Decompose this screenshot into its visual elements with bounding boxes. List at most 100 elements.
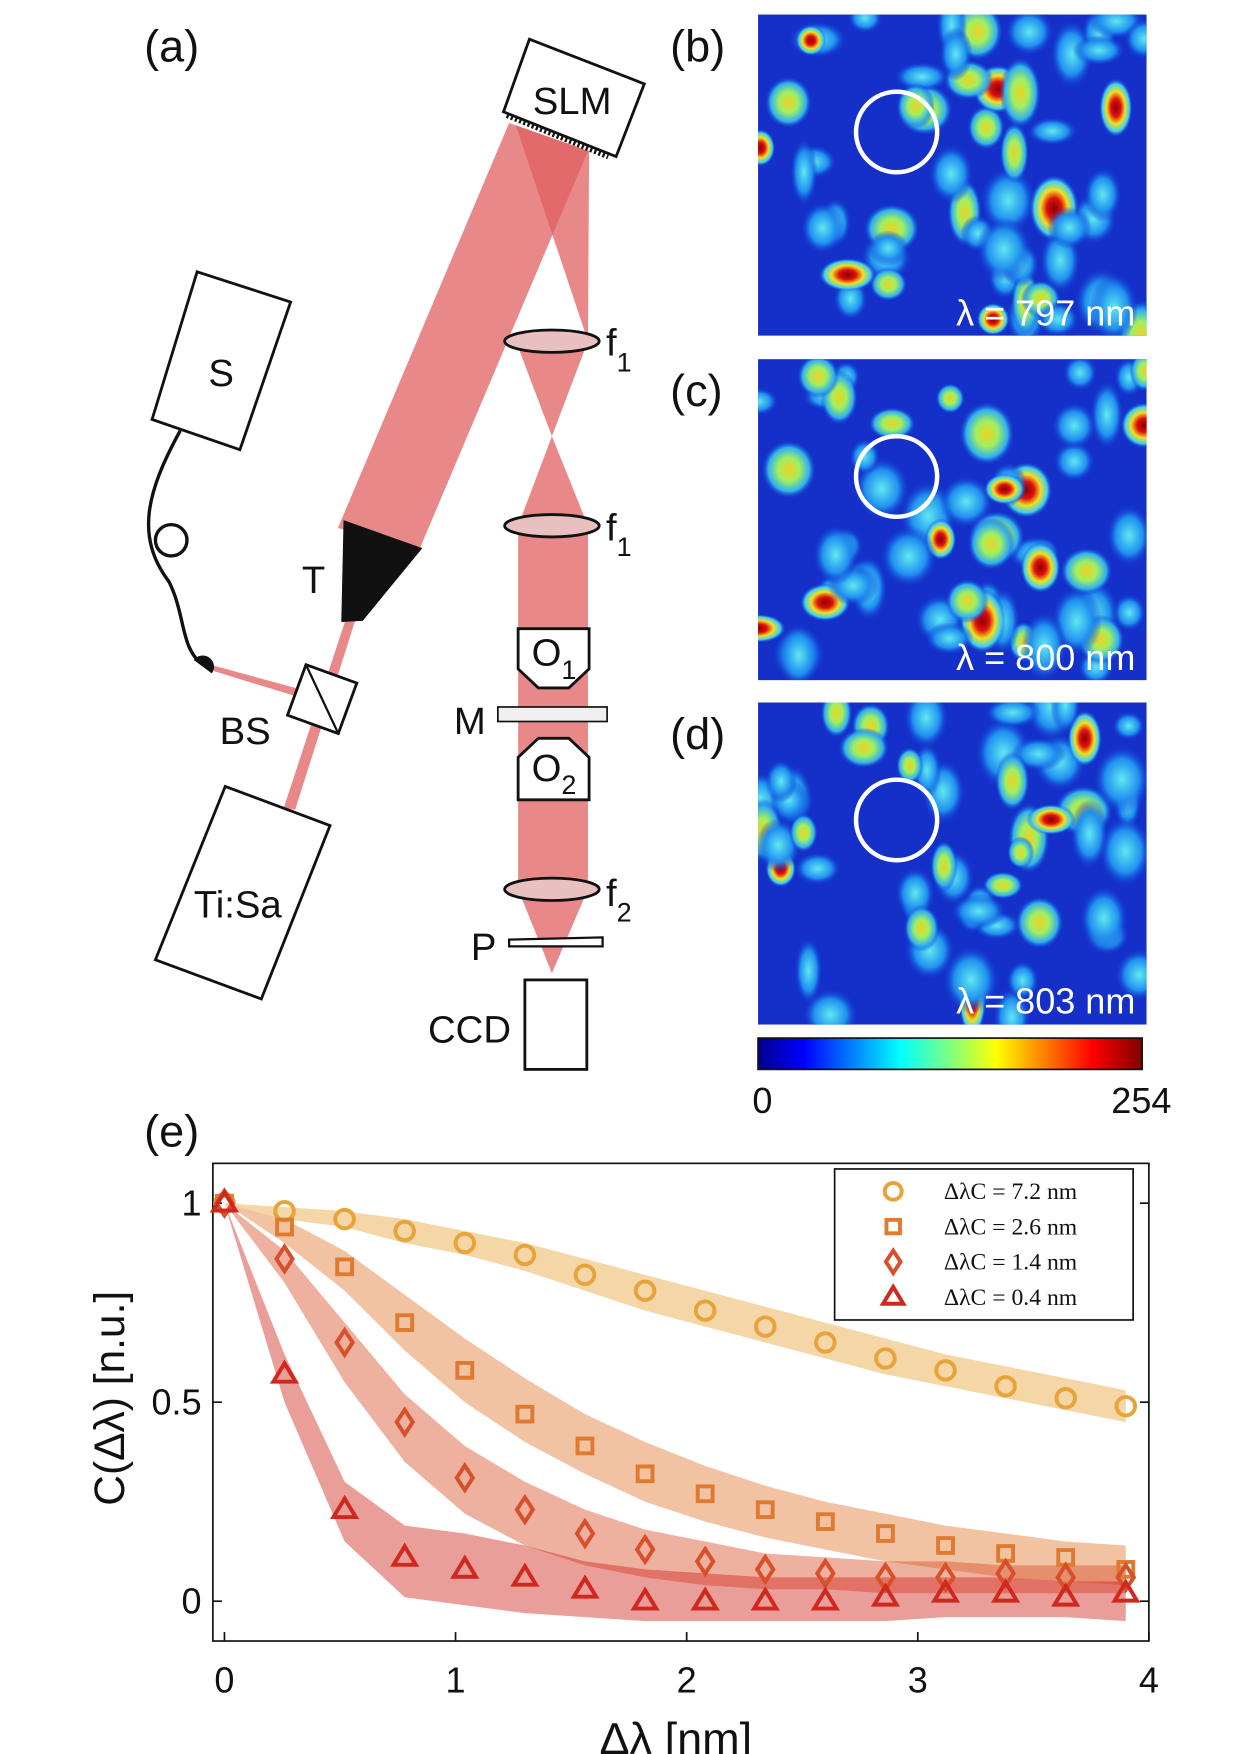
speckle — [802, 988, 858, 1025]
speckle — [1046, 206, 1092, 249]
speckle — [1120, 402, 1147, 449]
speckle — [903, 702, 949, 749]
speckle — [903, 905, 940, 952]
speckle — [1124, 18, 1147, 60]
speckle — [967, 105, 1005, 150]
speckle — [951, 893, 1007, 929]
component-label: f1 — [606, 322, 632, 378]
laser-box — [153, 784, 332, 1001]
marker — [870, 1582, 901, 1607]
x-tick-label: 2 — [677, 1660, 697, 1701]
speckle — [1053, 441, 1095, 482]
marker — [994, 1375, 1017, 1398]
lens — [503, 328, 601, 354]
telescope — [341, 520, 423, 622]
speckle — [1026, 804, 1076, 835]
marker — [329, 1494, 360, 1520]
panel-label: (d) — [670, 709, 725, 760]
panel-label: (e) — [144, 1106, 199, 1157]
x-tick-label: 4 — [1139, 1660, 1159, 1701]
component-label: P — [471, 926, 497, 969]
speckle — [1090, 380, 1124, 450]
marker — [395, 1313, 415, 1332]
beam — [337, 123, 588, 551]
marker — [209, 1188, 240, 1213]
x-tick-label: 0 — [214, 1660, 234, 1701]
chart: (e) Δλ [nm] C(Δλ) [n.u.] 0 1 2 3 4 0 0.5 1 ΔλC =… — [86, 1106, 1159, 1754]
marker — [454, 1461, 476, 1494]
y-tick-label: 0.5 — [152, 1382, 202, 1423]
speckle — [999, 122, 1030, 184]
marker — [693, 1299, 717, 1322]
speckle — [994, 751, 1030, 811]
marker — [815, 1512, 835, 1531]
beam — [209, 664, 302, 699]
component-label: SLM — [533, 80, 612, 123]
colorbar — [757, 1037, 1143, 1071]
speckle-images: (b) (c) (d) λ = 797 nm λ = 800 nm λ = 803 … — [670, 14, 1147, 1025]
speckle — [847, 14, 883, 34]
marker — [274, 1243, 295, 1275]
legend-label: ΔλC = 2.6 nm — [944, 1214, 1077, 1240]
beam — [518, 889, 588, 974]
speckle — [1007, 836, 1035, 869]
speckle — [758, 387, 779, 416]
component-label: CCD — [428, 1009, 511, 1052]
speckle — [967, 517, 1015, 571]
marker — [450, 1554, 480, 1579]
marker — [930, 1578, 961, 1603]
marker — [575, 1436, 595, 1456]
legend-label: ΔλC = 0.4 nm — [944, 1285, 1077, 1311]
setup-diagram: (a) SLM S T BS Ti:Sa M P CCD f1 f1 f2 O1… — [144, 21, 647, 1071]
speckle — [868, 230, 909, 267]
roi-circle — [853, 777, 940, 863]
sample — [497, 706, 608, 723]
marker — [810, 1586, 840, 1611]
marker — [695, 1484, 715, 1504]
speckle — [1036, 301, 1079, 336]
speckle — [1070, 798, 1109, 870]
speckle — [1098, 816, 1147, 887]
speckle — [983, 473, 1026, 505]
marker — [570, 1574, 600, 1599]
slm-pixels — [505, 112, 610, 160]
marker — [935, 1561, 956, 1594]
speckle — [1020, 541, 1061, 594]
speckle — [764, 76, 813, 129]
speckle — [794, 936, 823, 1005]
speckle — [800, 202, 845, 254]
marker — [574, 1517, 596, 1550]
marker — [1115, 1561, 1137, 1594]
speckle-image — [758, 702, 1147, 1025]
colorbar-tick-label: 254 — [1111, 1080, 1171, 1121]
marker — [694, 1545, 716, 1578]
speckle-image — [758, 14, 1147, 336]
legend-label: ΔλC = 7.2 nm — [944, 1179, 1077, 1205]
component-label: M — [454, 700, 486, 743]
speckle — [1051, 402, 1097, 450]
component-label: Ti:Sa — [194, 883, 283, 926]
speckle — [790, 138, 818, 207]
y-tick-label: 0 — [182, 1581, 202, 1622]
component-label: f1 — [606, 506, 632, 562]
speckle — [939, 475, 994, 528]
speckle — [758, 129, 776, 167]
speckle — [1006, 960, 1039, 1001]
marker — [879, 1283, 907, 1306]
marker — [1054, 1387, 1077, 1410]
speckle — [797, 359, 840, 399]
speckle — [1129, 359, 1147, 392]
speckle — [789, 813, 818, 853]
marker — [390, 1542, 420, 1567]
speckle — [938, 26, 973, 81]
speckle — [777, 623, 821, 681]
speckle — [1099, 77, 1133, 138]
image-label: λ = 797 nm — [956, 293, 1135, 334]
speckle — [1015, 896, 1064, 949]
marker — [990, 1578, 1021, 1603]
speckle — [880, 526, 938, 588]
band — [224, 1203, 1126, 1594]
roi-circle — [853, 434, 940, 520]
image-label: λ = 800 nm — [956, 637, 1135, 678]
lens — [503, 513, 601, 539]
